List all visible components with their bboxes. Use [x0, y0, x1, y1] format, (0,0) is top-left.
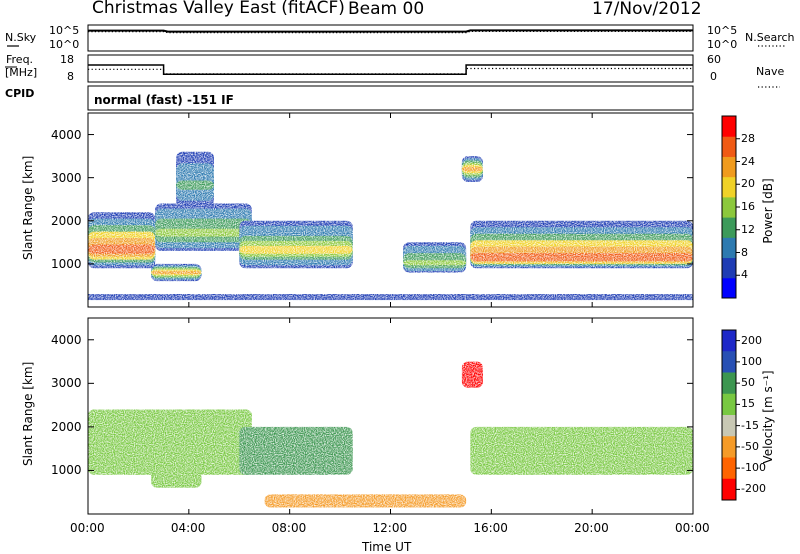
x-tick-label-5: 20:00 [574, 521, 609, 535]
power-colorbar-cell-5 [722, 176, 736, 198]
velocity-colorbar-label-3: 15 [741, 397, 755, 411]
power-colorbar-cell-3 [722, 217, 736, 238]
velocity-colorbar-label-6: -100 [741, 461, 766, 475]
velocity-colorbar-cell-3 [722, 393, 736, 416]
power-region-1-band-5 [155, 228, 252, 237]
velocity-colorbar-label-5: -50 [741, 439, 759, 453]
power-region-7-band-5 [470, 253, 693, 261]
freq-unit-label: [MHz] [5, 66, 38, 79]
velocity-colorbar-cell-2 [722, 372, 736, 395]
noise-panel-frame [87, 24, 694, 52]
velocity-colorbar-cell-5 [722, 436, 736, 458]
velocity-colorbar-label-0: 200 [741, 333, 762, 347]
x-tick-label-0: 00:00 [70, 521, 105, 535]
nave-right-tick-bottom: 0 [710, 70, 717, 83]
colorbars [721, 115, 740, 501]
frequency-line [88, 64, 693, 76]
freq-label: Freq. [6, 53, 34, 66]
velocity-region-5 [470, 426, 693, 475]
power-region-3-band-5 [176, 180, 214, 190]
x-tick-label-6: 00:00 [675, 521, 710, 535]
y-tick-label-3-0: 1000 [51, 463, 82, 478]
velocity-colorbar-label-2: 50 [741, 376, 755, 390]
power-colorbar-label-1: 8 [741, 245, 748, 259]
cpid-text: normal (fast) -151 IF [94, 93, 234, 107]
nave-label: Nave [756, 65, 785, 78]
velocity-panel [87, 317, 694, 515]
figure-title: Christmas Valley East (fitACF) [92, 0, 345, 18]
power-colorbar-cell-0 [722, 277, 736, 299]
x-tick-label-1: 04:00 [170, 521, 206, 535]
noise-left-tick-bottom: 10^0 [49, 38, 80, 51]
noise-right-tick-bottom: 10^0 [707, 38, 738, 51]
nsearch-label: N.Search [745, 31, 795, 44]
x-tick-label-4: 16:00 [473, 521, 508, 535]
velocity-colorbar-label-1: 100 [741, 354, 762, 368]
velocity-colorbar-frame [721, 329, 737, 501]
power-colorbar-cell-6 [722, 156, 736, 178]
velocity-colorbar-cell-7 [722, 478, 736, 501]
power-colorbar-label-4: 20 [741, 177, 755, 191]
frequency-panel-frame [87, 54, 694, 83]
velocity-colorbar-label-7: -200 [741, 482, 766, 496]
power-panel [87, 112, 694, 308]
velocity-region-4 [461, 361, 483, 388]
power-colorbar-cell-8 [722, 116, 736, 137]
velocity-region-2 [239, 426, 353, 475]
freq-left-tick-bottom: 8 [67, 70, 74, 83]
freq-left-tick-top: 18 [60, 53, 74, 66]
x-axis-title: Time UT [362, 540, 412, 554]
power-colorbar-cell-1 [722, 257, 736, 279]
power-colorbar-cell-7 [722, 136, 736, 157]
power-colorbar-label-6: 28 [741, 131, 755, 145]
cpid-panel-frame [87, 85, 694, 111]
velocity-colorbar-cell-4 [722, 415, 736, 437]
axis-ticks [87, 113, 694, 514]
nave-right-tick-top: 60 [707, 53, 721, 66]
velocity-region-3 [264, 494, 467, 508]
power-ylabel: Slant Range [km] [21, 155, 35, 260]
velocity-region-1 [151, 470, 202, 488]
power-region-0-band-5 [88, 244, 156, 254]
x-tick-label-2: 08:00 [271, 521, 307, 535]
power-colorbar-label-2: 12 [741, 222, 755, 236]
date-label: 17/Nov/2012 [592, 0, 702, 19]
y-tick-label-3-2: 3000 [51, 376, 82, 391]
velocity-colorbar-label: Velocity [m s⁻¹] [761, 370, 775, 464]
y-tick-label-2-2: 3000 [51, 170, 82, 185]
noise-left-tick-top: 10^5 [49, 24, 80, 37]
power-colorbar-label-5: 24 [741, 154, 755, 168]
noise-series [88, 29, 693, 34]
velocity-colorbar-cell-6 [722, 457, 736, 480]
power-colorbar-label-3: 16 [741, 200, 755, 213]
power-region-6-band-5 [461, 166, 483, 172]
power-colorbar-label-0: 4 [741, 268, 748, 282]
power-region-5-band-5 [403, 260, 467, 266]
power-region-4-band-5 [239, 245, 353, 254]
y-tick-label-2-3: 4000 [51, 127, 82, 142]
cpid-label: CPID [5, 87, 35, 100]
y-tick-label-3-1: 2000 [51, 419, 82, 434]
power-region-2-band-5 [151, 271, 202, 274]
y-tick-label-3-3: 4000 [51, 332, 82, 347]
power-colorbar-cell-2 [722, 237, 736, 259]
y-tick-label-2-0: 1000 [51, 256, 82, 271]
noise-line-0 [88, 29, 693, 33]
nave-line [88, 67, 693, 75]
velocity-region-0 [88, 409, 252, 475]
noise-right-tick-top: 10^5 [707, 24, 738, 37]
velocity-colorbar-label-4: -15 [741, 418, 759, 432]
velocity-colorbar-cell-1 [722, 351, 736, 373]
velocity-ylabel: Slant Range [km] [21, 361, 35, 466]
beam-label: Beam 00 [348, 0, 425, 19]
x-tick-label-3: 12:00 [372, 521, 408, 535]
velocity-colorbar-cell-0 [722, 330, 736, 352]
y-tick-label-2-1: 2000 [51, 213, 82, 228]
nsky-label: N.Sky [5, 31, 37, 44]
power-colorbar-cell-4 [722, 196, 736, 218]
power-near-range-band [88, 294, 693, 301]
frequency-series [88, 64, 693, 76]
power-colorbar-label: Power [dB] [761, 178, 775, 244]
